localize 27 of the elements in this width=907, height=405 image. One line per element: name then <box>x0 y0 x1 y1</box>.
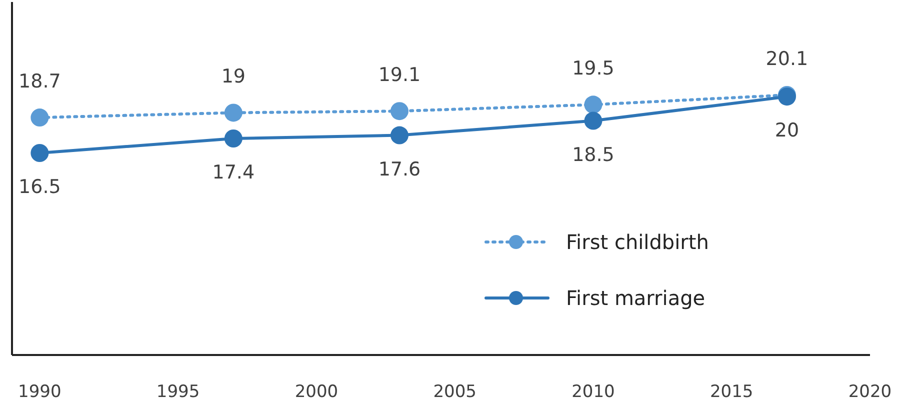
point <box>224 130 242 148</box>
data-label: 20 <box>774 120 800 142</box>
point <box>390 102 408 120</box>
x-tick-label: 1990 <box>18 382 62 402</box>
data-label: 19 <box>221 66 246 88</box>
point <box>584 112 602 130</box>
legend-label: First childbirth <box>566 230 709 254</box>
x-tick-label: 2020 <box>848 382 892 402</box>
data-label: 19.5 <box>572 58 614 80</box>
point <box>30 144 49 162</box>
point <box>584 96 602 114</box>
data-label: 18.7 <box>18 70 61 93</box>
data-label: 19.1 <box>378 64 421 86</box>
x-tick-label: 2010 <box>572 382 615 402</box>
x-tick-label: 1995 <box>156 382 200 402</box>
x-tick-label: 2000 <box>294 382 338 402</box>
data-label: 16.5 <box>18 176 61 198</box>
data-label: 17.4 <box>212 162 255 184</box>
legend-label: First marriage <box>566 286 706 310</box>
data-label: 20.1 <box>766 48 808 70</box>
point <box>224 104 242 122</box>
data-label: 17.6 <box>378 158 421 180</box>
x-tick-label: 2005 <box>433 382 476 402</box>
point <box>30 108 49 127</box>
point <box>390 126 408 144</box>
data-label: 18.5 <box>572 144 614 166</box>
x-tick-label: 2015 <box>710 382 754 402</box>
